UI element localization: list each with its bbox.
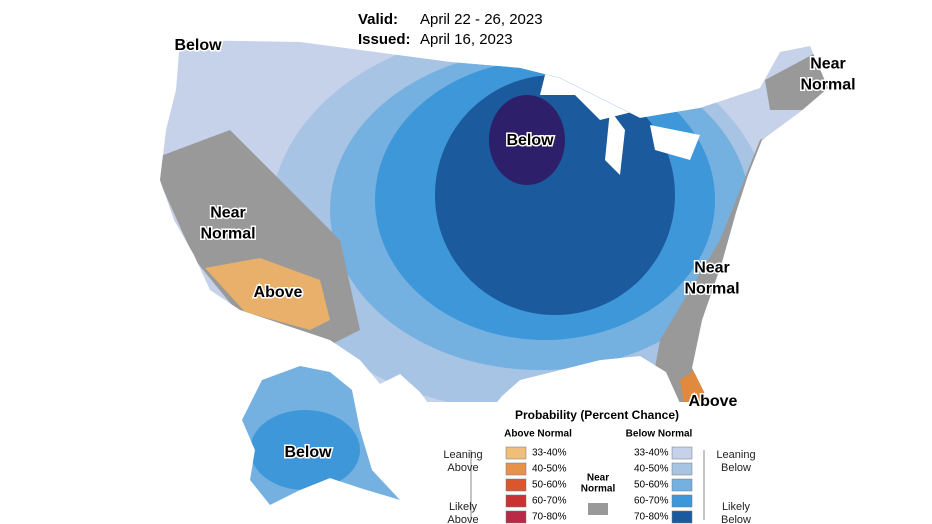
legend-group-label: Above <box>447 514 478 524</box>
region-label: Normal <box>200 226 255 243</box>
legend-group-label: Above <box>447 462 478 474</box>
legend-label: 50-60% <box>532 480 567 491</box>
legend-label: 60-70% <box>634 496 669 507</box>
legend-group-label: Likely <box>722 501 751 513</box>
legend-swatch <box>505 478 527 492</box>
legend-group-label: Leaning <box>716 449 755 461</box>
legend-swatch <box>671 510 693 524</box>
region-label: Near <box>210 205 246 222</box>
issued-label: Issued: <box>358 31 411 48</box>
legend-swatch <box>505 494 527 508</box>
legend-swatch <box>671 462 693 476</box>
legend-label: 33-40% <box>532 448 567 459</box>
legend-swatch <box>505 446 527 460</box>
region-label: Near <box>810 56 846 73</box>
region-label: Below <box>284 444 332 461</box>
region-label: Near <box>694 260 730 277</box>
legend-group-label: Leaning <box>443 449 482 461</box>
legend-above-title: Above Normal <box>504 429 572 440</box>
legend-swatch <box>671 446 693 460</box>
legend-swatch <box>671 494 693 508</box>
valid-dates: April 22 - 26, 2023 <box>420 11 543 28</box>
region-label: Above <box>254 284 303 301</box>
legend-swatch <box>588 503 608 515</box>
legend-label: 70-80% <box>532 512 567 523</box>
legend-label: 60-70% <box>532 496 567 507</box>
legend-below-title: Below Normal <box>626 429 693 440</box>
legend-label: 50-60% <box>634 480 669 491</box>
legend-group-label: Below <box>721 462 751 474</box>
region-label: Normal <box>800 77 855 94</box>
region-label: Normal <box>684 281 739 298</box>
legend-group-label: Below <box>721 514 751 524</box>
legend-near-title: Near <box>587 473 609 484</box>
legend-swatch <box>505 462 527 476</box>
legend-swatch <box>505 510 527 524</box>
region-label: Above <box>689 393 738 410</box>
legend-swatch <box>671 478 693 492</box>
region-label: Below <box>506 132 554 149</box>
legend-group-label: Likely <box>449 501 478 513</box>
legend-title: Probability (Percent Chance) <box>515 408 679 422</box>
valid-label: Valid: <box>358 11 398 28</box>
region-label: Below <box>174 37 222 54</box>
legend-label: 70-80% <box>634 512 669 523</box>
legend-label: 33-40% <box>634 448 669 459</box>
legend-label: 40-50% <box>634 464 669 475</box>
issued-date: April 16, 2023 <box>420 31 513 48</box>
legend-label: 40-50% <box>532 464 567 475</box>
legend-near-title: Normal <box>581 484 616 495</box>
